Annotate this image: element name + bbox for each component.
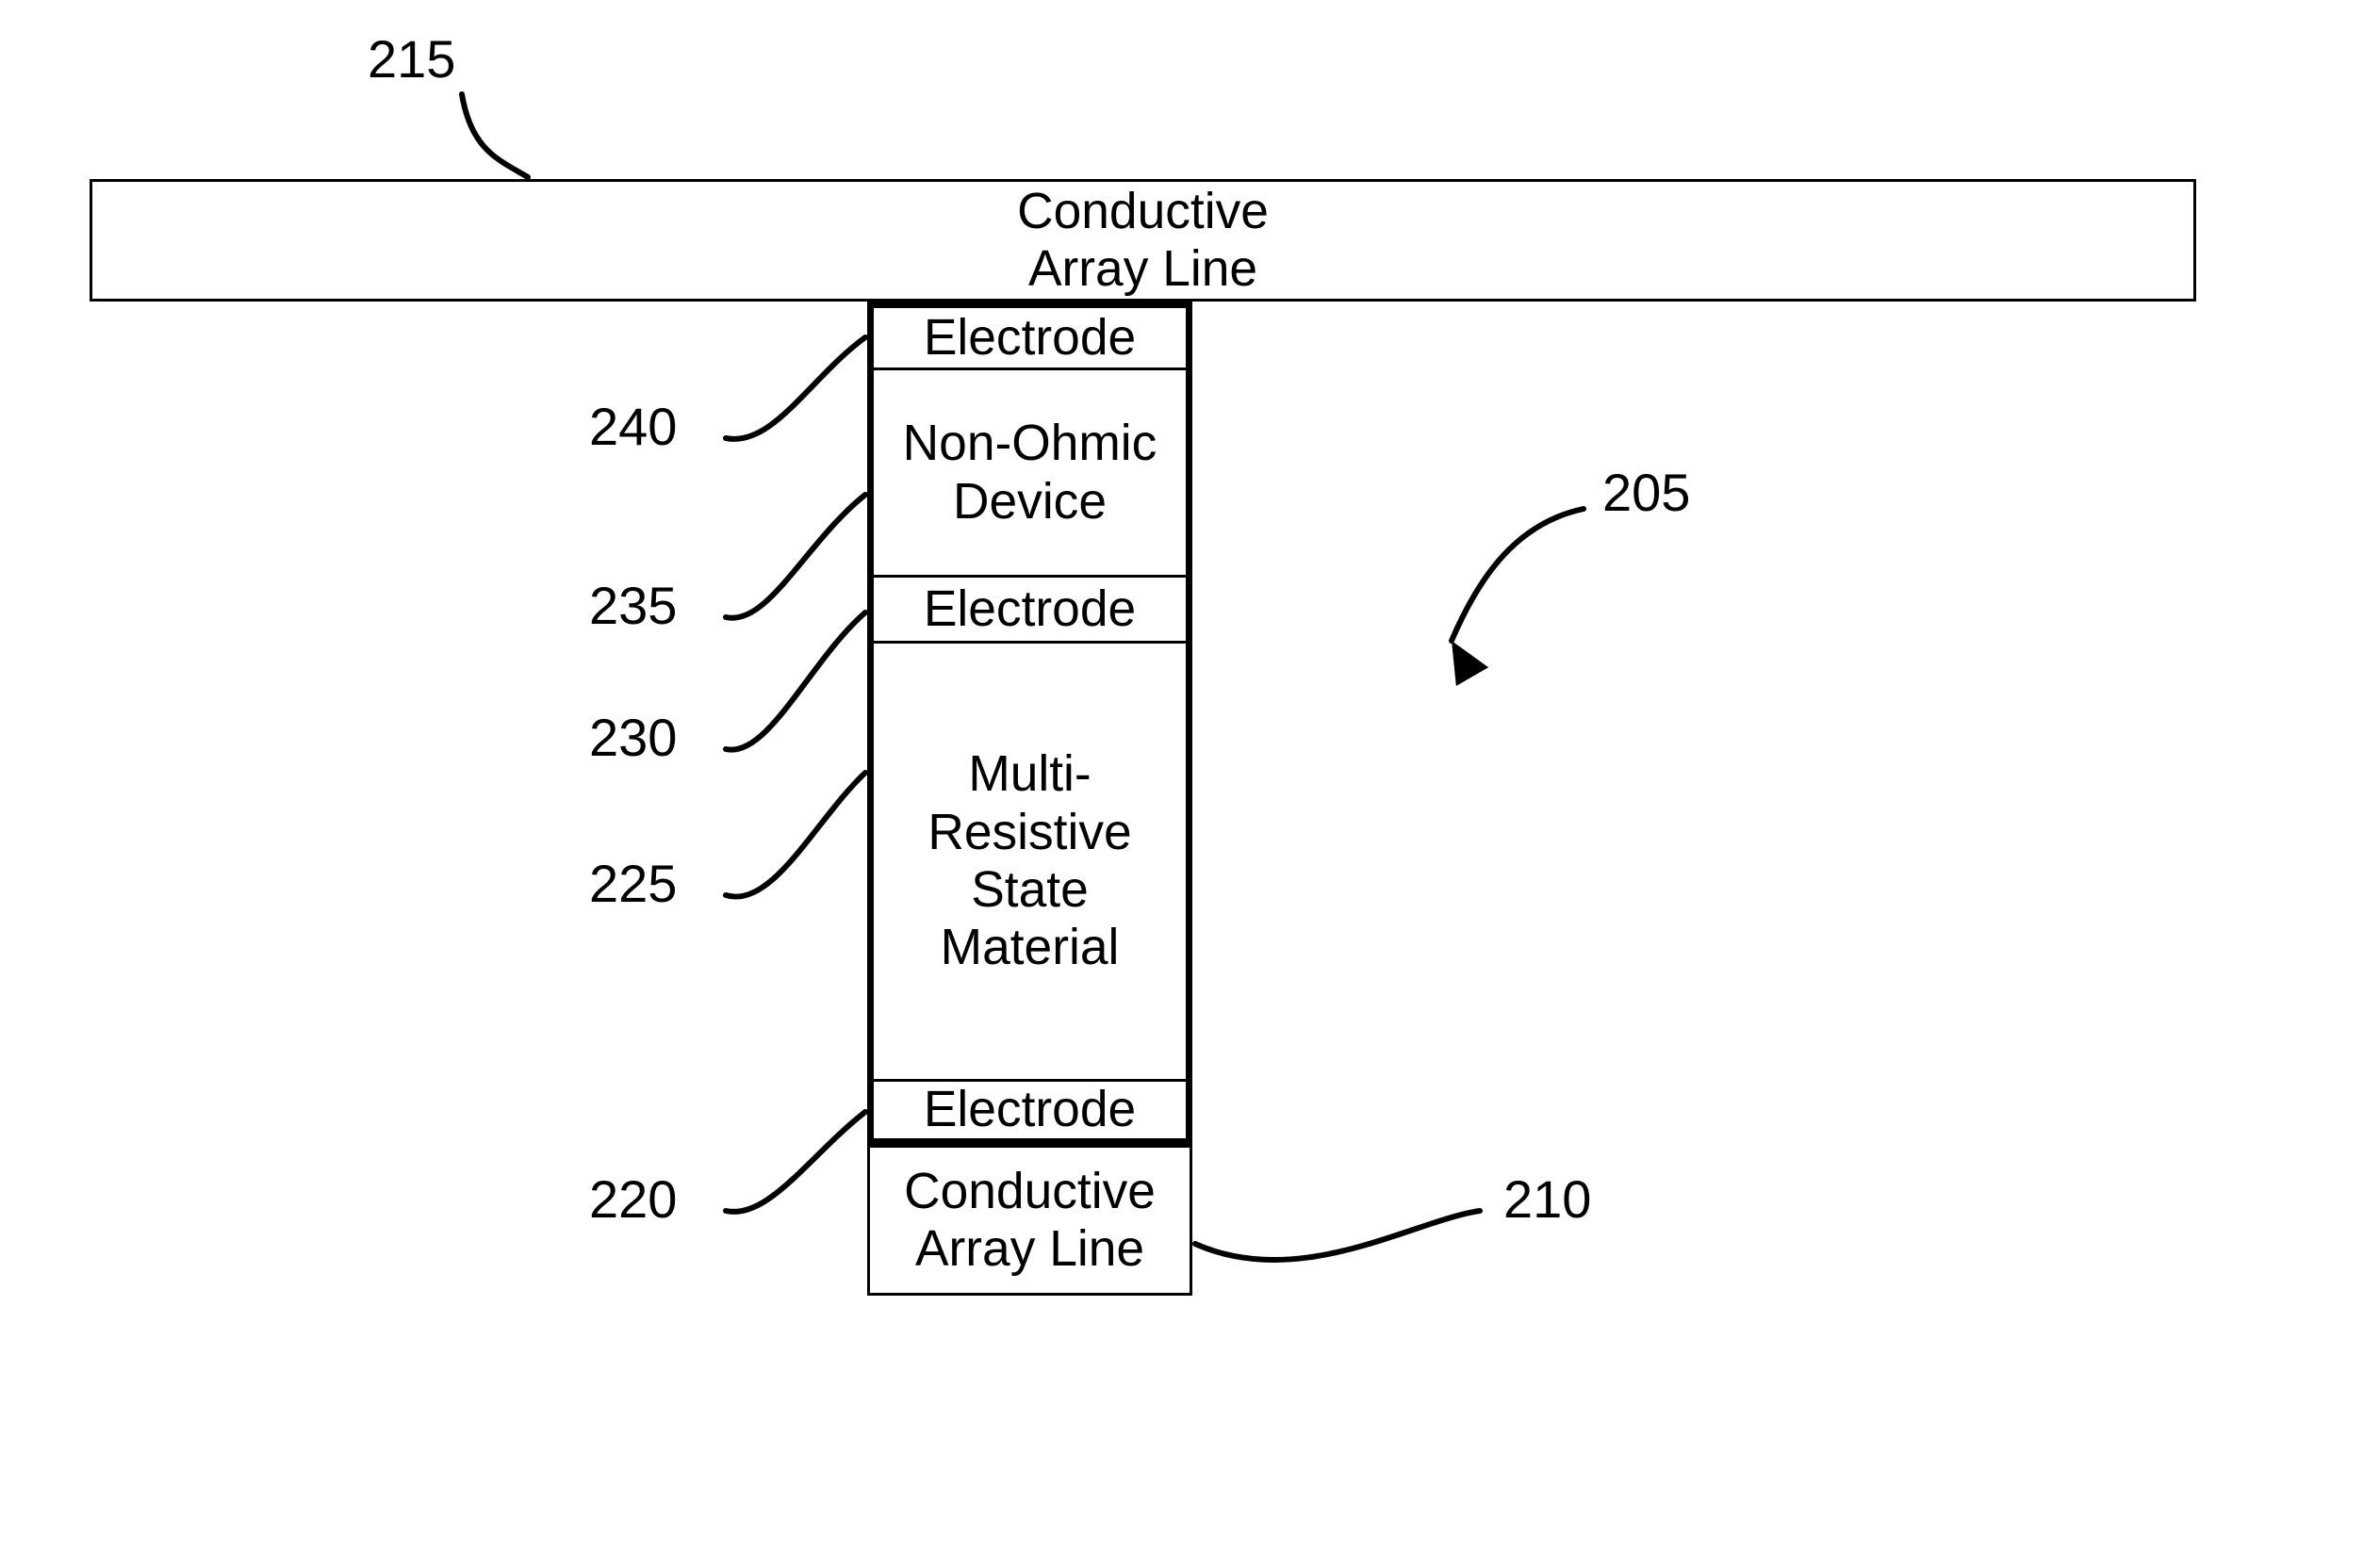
callout-label-c235: 235 xyxy=(589,575,677,636)
callout-curve-c230 xyxy=(726,612,865,750)
layer-label-electrode_top: Electrode xyxy=(924,309,1136,367)
layer-electrode_mid: Electrode xyxy=(867,575,1192,641)
callout-label-c240: 240 xyxy=(589,396,677,457)
callout-label-c225: 225 xyxy=(589,853,677,914)
callout-curve-c225 xyxy=(726,773,865,897)
callout-curve-c215 xyxy=(462,94,528,177)
layer-non_ohmic: Non-Ohmic Device xyxy=(867,367,1192,575)
layer-label-electrode_mid: Electrode xyxy=(924,580,1136,638)
layer-multi_resistive: Multi- Resistive State Material xyxy=(867,641,1192,1079)
bottom-bar-label: Conductive Array Line xyxy=(904,1163,1156,1279)
callout-label-c205: 205 xyxy=(1602,462,1690,523)
callout-curve-c205 xyxy=(1452,509,1584,641)
callout-curve-c240 xyxy=(726,337,865,439)
callout-arrowhead-c205 xyxy=(1452,641,1488,686)
callout-label-c215: 215 xyxy=(368,28,455,90)
top-bar-label: Conductive Array Line xyxy=(1017,183,1269,299)
callout-label-c230: 230 xyxy=(589,707,677,768)
bottom-conductive-array-line: Conductive Array Line xyxy=(867,1145,1192,1296)
callout-label-c220: 220 xyxy=(589,1168,677,1230)
layer-label-multi_resistive: Multi- Resistive State Material xyxy=(927,745,1131,976)
callout-curve-c235 xyxy=(726,495,865,618)
callout-curve-c210 xyxy=(1195,1211,1480,1260)
layer-electrode_top: Electrode xyxy=(867,302,1192,367)
callout-curve-c220 xyxy=(726,1112,865,1212)
layer-label-electrode_bot: Electrode xyxy=(924,1081,1136,1138)
diagram-root: Conductive Array Line Electrode Non-Ohmic… xyxy=(0,0,2380,1551)
top-conductive-array-line: Conductive Array Line xyxy=(90,179,2196,302)
layer-label-non_ohmic: Non-Ohmic Device xyxy=(903,415,1157,531)
callout-label-c210: 210 xyxy=(1503,1168,1591,1230)
layer-electrode_bot: Electrode xyxy=(867,1079,1192,1145)
